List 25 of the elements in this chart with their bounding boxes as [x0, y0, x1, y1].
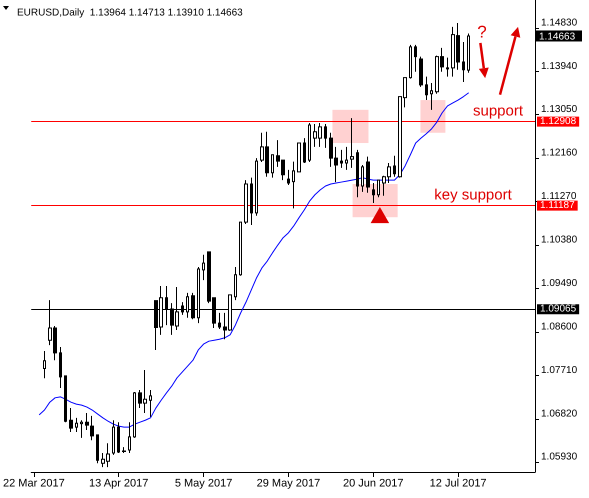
ref-line-label: 1.12908 [540, 116, 577, 128]
text: support [473, 102, 524, 120]
x-tick-label: 5 May 2017 [174, 478, 232, 490]
x-tick-label: 22 Mar 2017 [2, 478, 65, 490]
y-tick-label: 1.09490 [541, 278, 578, 289]
y-tick-label: 1.06820 [541, 408, 578, 420]
y-tick-label: 1.12160 [541, 148, 578, 159]
text: EURUSD,Daily 1.13964 1.14713 1.13910 1.14663 [17, 8, 244, 18]
y-tick-label: 1.11270 [541, 191, 577, 202]
x-tick-label: 12 Jul 2017 [430, 478, 487, 490]
text: 1.14663 [539, 31, 576, 42]
y-tick-label: 1.13050 [541, 104, 578, 116]
y-tick-label: 1.13940 [541, 60, 578, 72]
ref-line-label: 1.09065 [540, 304, 577, 315]
x-tick-label: 20 Jun 2017 [342, 478, 404, 490]
annotation: key support [434, 186, 513, 204]
y-tick-label: 1.08600 [541, 321, 578, 332]
x-tick-label: 13 Apr 2017 [89, 478, 148, 490]
y-tick-label: 1.05930 [541, 452, 578, 463]
text: ? [477, 22, 487, 42]
y-tick-label: 1.14830 [541, 17, 578, 28]
y-tick-label: 1.10380 [541, 234, 578, 246]
x-tick-label: 29 May 2017 [256, 478, 320, 490]
ref-line-label: 1.11187 [540, 200, 576, 212]
y-tick-label: 1.07710 [541, 364, 578, 376]
